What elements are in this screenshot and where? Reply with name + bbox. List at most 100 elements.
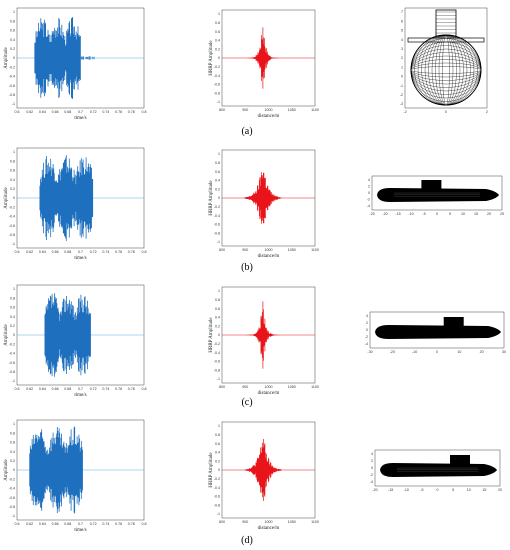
model-mast-0 [435,9,457,37]
model-plot-0-ytick: 5 [401,29,403,33]
range-plot-2-ytick: 0.2 [215,324,220,328]
model-plot-0-xtick: -2 [403,110,406,114]
range-plot-3-xlabel: distance/m [258,526,280,531]
time-plot-0-xtick: 0.68 [64,110,71,114]
time-signal-0 [34,17,81,99]
time-plot-3-ytick: -0.4 [9,487,15,491]
time-plot-1-ylabel: Amplitude [4,187,9,209]
model-plot-0-ytick: -2 [400,93,403,97]
range-plot-0-ytick: -0.6 [214,83,220,87]
range-plot-0-xtick: 1050 [288,108,296,112]
range-plot-1-ytick: 0 [218,196,220,200]
model-plot-2-ytick: -2 [365,335,368,339]
time-plot-3-ytick: -0.2 [9,477,15,481]
time-signal-2 [44,293,91,377]
time-plot-0-xtick: 0.7 [78,110,83,114]
time-plot-2-ytick: -0.2 [9,342,15,346]
time-plot-3-ytick: 1 [13,422,15,426]
model-plot-1-xtick: 5 [449,212,451,216]
model-plot-1-xtick: 10 [461,212,465,216]
time-plot-2-ytick: 0.6 [10,306,15,310]
time-signal-3 [29,426,83,514]
model-plot-1-ytick: 0 [368,191,370,195]
time-plot-3-xtick: 0.8 [142,522,147,526]
model-plot-2-frame [369,311,505,349]
range-plot-2-ytick: -1 [217,377,220,381]
time-plot-2-ytick: -1 [12,379,15,383]
range-plot-0-ylabel: HRRP Amplitude [209,40,214,76]
range-plot-0-ytick: 0.2 [215,47,220,51]
model-plot-2-xtick: -10 [412,350,417,354]
model-plot-0-ytick: 4 [401,38,403,42]
time-plot-2-ytick: -0.8 [9,370,15,374]
model-plot-3-xtick: -10 [404,488,409,492]
model-plot-1-xtick: 25 [500,212,504,216]
time-plot-1-ytick: -0.2 [9,205,15,209]
range-plot-3-ytick: 0 [218,468,220,472]
range-plot-3-xtick: 1000 [265,520,273,524]
time-plot-0-xtick: 0.64 [39,110,46,114]
range-plot-1-ytick: 0.6 [215,170,220,174]
model-plot-3-xtick: 10 [467,488,471,492]
range-plot-2-ytick: 0.8 [215,298,220,302]
range-plot-3-ytick: -0.4 [214,486,220,490]
time-plot-3-xtick: 0.68 [64,522,71,526]
model-plot-0-ytick: 6 [401,19,403,23]
time-plot-0-ytick: -0.2 [9,65,15,69]
model-plot-2-xtick: -20 [390,350,395,354]
range-plot-1-xtick: 1100 [311,248,319,252]
model-plot-3-xtick: 15 [482,488,486,492]
range-plot-1-xtick: 1000 [265,248,273,252]
model-plot-3-ytick: 4 [371,452,373,456]
time-plot-3-xtick: 0.72 [90,522,97,526]
time-plot-3-ytick: -1 [12,514,15,518]
time-plot-2-xtick: 0.68 [64,387,71,391]
model-plot-2-ytick: 4 [366,314,368,318]
range-plot-2-ytick: -0.8 [214,368,220,372]
time-plot-2-ylabel: Amplitude [4,324,9,346]
range-plot-0-ytick: -0.4 [214,74,220,78]
model-plot-2-xtick: 30 [502,350,506,354]
time-plot-2-ytick: 0.4 [10,315,15,319]
time-plot-1-xtick: 0.72 [90,250,97,254]
time-plot-3-ytick: 0.4 [10,450,15,454]
model-plot-3-frame [374,449,501,487]
time-plot-0-ytick: -0.8 [9,93,15,97]
model-plot-3-xtick: -5 [420,488,423,492]
range-plot-1-xtick: 1050 [288,248,296,252]
time-plot-2-xtick: 0.8 [142,387,147,391]
time-plot-3-ylabel: Amplitude [4,459,9,481]
range-plot-0-xlabel: distance/m [258,114,280,119]
model-plot-0-ytick: 7 [401,10,403,14]
time-plot-1-ytick: -0.4 [9,215,15,219]
range-plot-0-ytick: -0.8 [214,91,220,95]
range-plot-1-ytick: 1 [218,152,220,156]
time-plot-2-ytick: -0.6 [9,361,15,365]
submarine-hull-1 [377,188,499,202]
model-plot-1-ytick: -2 [367,198,370,202]
model-plot-0-frame [404,7,488,109]
model-plot-1-xtick: 0 [436,212,438,216]
range-profile-3 [244,439,282,501]
time-plot-1-xtick: 0.78 [128,250,135,254]
time-plot-1-xtick: 0.7 [78,250,83,254]
model-plot-0-ytick: 2 [401,56,403,60]
range-profile-2 [247,301,280,369]
range-plot-1-ytick: 0.4 [215,179,220,183]
range-plot-2-xlabel: distance/m [258,391,280,396]
range-plot-0-ytick: 0.4 [215,39,220,43]
model-plot-1-xtick: -15 [395,212,400,216]
model-plot-2-ytick: -4 [365,342,368,346]
range-plot-2-ytick: 0 [218,333,220,337]
time-plot-2-xtick: 0.72 [90,387,97,391]
time-plot-3-xtick: 0.74 [102,522,109,526]
time-plot-1-xlabel: time/s [74,256,86,261]
time-plot-3-xtick: 0.76 [115,522,122,526]
time-plot-0-ytick: -1 [12,102,15,106]
model-plot-0-ytick: -1 [400,84,403,88]
submarine-sail-2 [443,317,464,326]
time-plot-0-ytick: 0 [13,56,15,60]
time-plot-0-ylabel: Amplitude [4,47,9,69]
time-plot-1-xtick: 0.76 [115,250,122,254]
